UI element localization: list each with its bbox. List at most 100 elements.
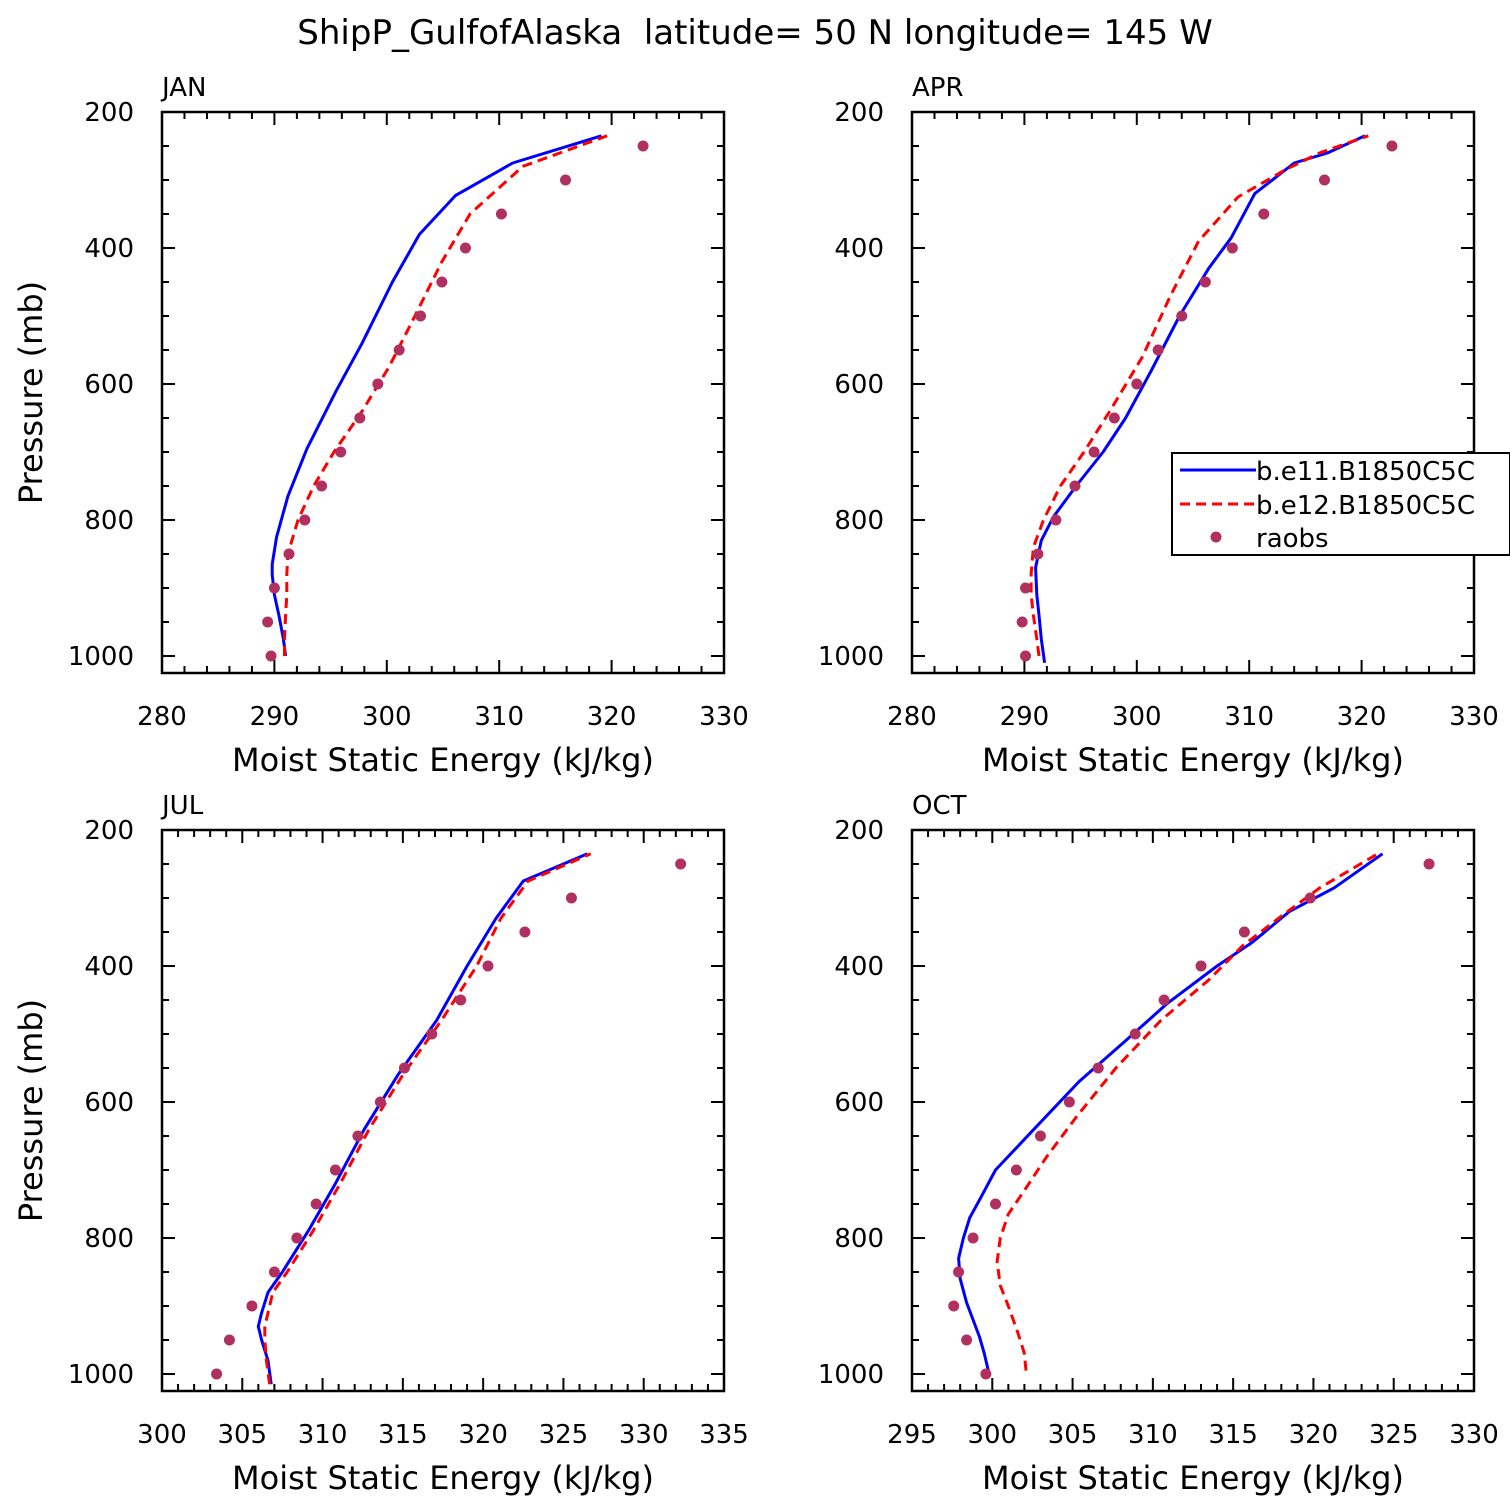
y-tick-label: 400 — [834, 952, 884, 982]
raobs-point — [1020, 650, 1032, 662]
raobs-point — [675, 858, 687, 870]
legend-label: raobs — [1256, 524, 1329, 554]
y-tick-label: 800 — [834, 1224, 884, 1254]
raobs-point — [268, 582, 280, 594]
x-tick-label: 300 — [362, 702, 412, 732]
y-tick-label: 1000 — [68, 1360, 134, 1390]
panel-label: OCT — [912, 791, 967, 821]
y-axis-label: Pressure (mb) — [12, 999, 50, 1222]
y-axis-label: Pressure (mb) — [12, 281, 50, 504]
raobs-point — [262, 616, 274, 628]
raobs-point — [948, 1300, 960, 1312]
raobs-point — [246, 1300, 258, 1312]
raobs-point — [1092, 1062, 1104, 1074]
y-tick-label: 400 — [84, 952, 134, 982]
raobs-point — [560, 174, 572, 186]
raobs-point — [223, 1334, 235, 1346]
y-tick-label: 1000 — [818, 642, 884, 672]
raobs-point — [265, 650, 277, 662]
x-tick-label: 290 — [250, 702, 300, 732]
legend-marker-raobs — [1210, 531, 1222, 543]
y-tick-label: 200 — [834, 98, 884, 128]
panel-label: JAN — [160, 73, 206, 103]
x-tick-label: 330 — [1449, 1420, 1499, 1450]
series-line-b-e11-b1850c5c — [1034, 134, 1366, 664]
y-tick-label: 1000 — [818, 1360, 884, 1390]
raobs-point — [393, 344, 405, 356]
x-tick-label: 310 — [1128, 1420, 1178, 1450]
raobs-point — [1016, 616, 1028, 628]
raobs-point — [268, 1266, 280, 1278]
raobs-point — [329, 1164, 341, 1176]
y-tick-label: 600 — [84, 1088, 134, 1118]
raobs-point — [1319, 174, 1331, 186]
y-tick-label: 800 — [84, 506, 134, 536]
x-tick-label: 330 — [619, 1420, 669, 1450]
raobs-point — [426, 1028, 438, 1040]
raobs-point — [372, 378, 384, 390]
raobs-point — [967, 1232, 979, 1244]
raobs-point — [1199, 276, 1211, 288]
x-tick-label: 295 — [887, 1420, 937, 1450]
x-tick-label: 305 — [217, 1420, 267, 1450]
chart-panel-jul: 300 305 310 315 320 325 330 335 200 400 600 800 1000… — [12, 791, 749, 1497]
x-tick-label: 310 — [1224, 702, 1274, 732]
raobs-point — [495, 208, 507, 220]
x-tick-label: 300 — [967, 1420, 1017, 1450]
raobs-point — [352, 1130, 364, 1142]
x-axis-label: Moist Static Energy (kJ/kg) — [982, 1459, 1404, 1497]
raobs-point — [1020, 582, 1032, 594]
raobs-point — [1010, 1164, 1022, 1176]
raobs-point — [415, 310, 427, 322]
x-tick-label: 330 — [699, 702, 749, 732]
x-tick-label: 300 — [1112, 702, 1162, 732]
raobs-point — [1226, 242, 1238, 254]
raobs-point — [374, 1096, 386, 1108]
x-tick-label: 330 — [1449, 702, 1499, 732]
raobs-point — [1176, 310, 1188, 322]
plot-frame — [160, 828, 726, 1393]
raobs-point — [316, 480, 328, 492]
raobs-point — [961, 1334, 973, 1346]
plot-frame — [910, 110, 1476, 675]
x-tick-label: 335 — [699, 1420, 749, 1450]
x-tick-label: 320 — [587, 702, 637, 732]
chart-panel-jan: 280 290 300 310 320 330 200 400 600 800 1000 JAN Moi… — [12, 73, 749, 779]
raobs-point — [211, 1368, 223, 1380]
legend-label: b.e12.B1850C5C — [1256, 491, 1475, 521]
x-tick-label: 325 — [539, 1420, 589, 1450]
x-tick-label: 310 — [298, 1420, 348, 1450]
y-tick-label: 1000 — [68, 642, 134, 672]
raobs-point — [436, 276, 448, 288]
raobs-point — [1131, 378, 1143, 390]
raobs-point — [1129, 1028, 1141, 1040]
raobs-point — [989, 1198, 1001, 1210]
raobs-point — [1152, 344, 1164, 356]
panel-label: APR — [912, 73, 964, 103]
plot-frame — [910, 828, 1476, 1393]
x-tick-label: 290 — [1000, 702, 1050, 732]
raobs-point — [455, 994, 467, 1006]
raobs-point — [1158, 994, 1170, 1006]
series-line-b-e12-b1850c5c — [283, 134, 608, 656]
x-tick-label: 320 — [458, 1420, 508, 1450]
raobs-point — [299, 514, 311, 526]
x-tick-label: 320 — [1337, 702, 1387, 732]
x-axis-label: Moist Static Energy (kJ/kg) — [982, 741, 1404, 779]
y-tick-label: 200 — [84, 98, 134, 128]
raobs-point — [1258, 208, 1270, 220]
y-tick-label: 600 — [834, 1088, 884, 1118]
panel-label: JUL — [160, 791, 204, 821]
raobs-point — [1304, 892, 1316, 904]
y-tick-label: 600 — [84, 370, 134, 400]
figure-title: ShipP_GulfofAlaska latitude= 50 N longit… — [297, 13, 1212, 53]
x-tick-label: 325 — [1369, 1420, 1419, 1450]
series-line-b-e11-b1850c5c — [256, 852, 589, 1385]
x-tick-label: 280 — [137, 702, 187, 732]
raobs-point — [980, 1368, 992, 1380]
y-tick-label: 200 — [834, 816, 884, 846]
y-tick-label: 800 — [84, 1224, 134, 1254]
raobs-point — [1034, 1130, 1046, 1142]
